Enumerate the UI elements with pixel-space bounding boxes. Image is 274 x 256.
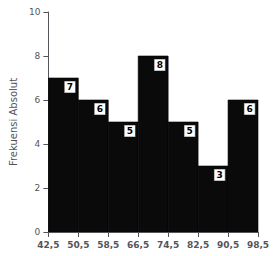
svg-text:6: 6 xyxy=(246,104,252,114)
svg-text:0: 0 xyxy=(35,227,41,237)
svg-text:8: 8 xyxy=(35,51,41,61)
svg-text:66,5: 66,5 xyxy=(127,240,149,250)
svg-text:Frekuensi Absolut: Frekuensi Absolut xyxy=(8,78,19,166)
svg-text:10: 10 xyxy=(29,7,41,17)
svg-text:50,5: 50,5 xyxy=(67,240,89,250)
svg-text:6: 6 xyxy=(97,104,103,114)
svg-text:5: 5 xyxy=(187,126,193,136)
svg-text:6: 6 xyxy=(35,95,41,105)
svg-text:74,5: 74,5 xyxy=(157,240,179,250)
svg-text:7: 7 xyxy=(67,82,73,92)
svg-text:4: 4 xyxy=(35,139,41,149)
svg-text:82,5: 82,5 xyxy=(187,240,209,250)
svg-text:3: 3 xyxy=(217,170,223,180)
svg-text:98,5: 98,5 xyxy=(247,240,269,250)
svg-text:2: 2 xyxy=(35,183,41,193)
svg-text:90,5: 90,5 xyxy=(217,240,239,250)
svg-text:58,5: 58,5 xyxy=(97,240,119,250)
svg-text:5: 5 xyxy=(127,126,133,136)
svg-text:8: 8 xyxy=(157,60,163,70)
svg-text:42,5: 42,5 xyxy=(37,240,59,250)
